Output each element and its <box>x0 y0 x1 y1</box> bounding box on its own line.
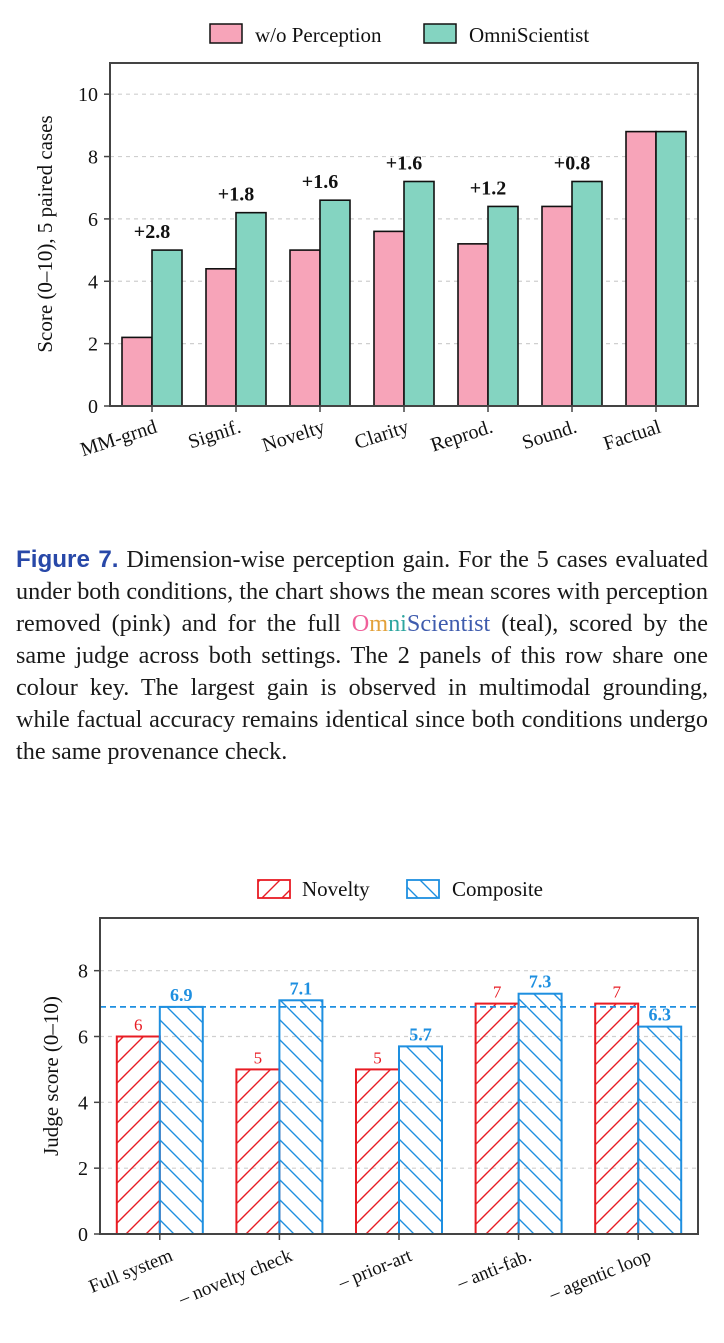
bar-w-o-perception-novelty <box>289 249 321 407</box>
figure-7-caption: Figure 7. Dimension-wise perception gain… <box>16 544 708 768</box>
legend-swatch-novelty <box>257 879 291 899</box>
gain-annotations: +2.8 +1.8 +1.6 +1.6 +1.2 +0.8 <box>134 152 590 243</box>
bar-novelty-full-system <box>115 1035 161 1235</box>
y-tick-label: 8 <box>88 147 98 169</box>
caption-text-before: Dimension-wise perception gain. For the … <box>16 546 708 637</box>
y-tick-label: 0 <box>88 396 98 418</box>
ablation-chart: Novelty Composite 6 6.9 5 7.1 5 5.7 7 7.3 7 6.3 0… <box>39 877 699 1310</box>
bar-w-o-perception-signif <box>205 267 237 407</box>
y-axis-label: Judge score (0–10) <box>39 996 63 1156</box>
bar-omniscientist-reprod <box>487 205 519 407</box>
bar-omniscientist-novelty <box>319 199 351 407</box>
bar-omniscientist-factual <box>655 130 687 407</box>
caption-text-after: (teal), scored by the same judge across … <box>16 610 709 765</box>
bar-omniscientist-mm-grnd <box>151 249 183 407</box>
y-tick-label: 4 <box>78 1092 88 1114</box>
bar-omniscientist-sound <box>571 180 603 407</box>
brand-letters-ni: ni <box>388 610 407 637</box>
gain-label-clarity: +1.6 <box>386 152 422 174</box>
y-tick-label: 2 <box>78 1158 88 1180</box>
brand-word-scientist: Scientist <box>406 610 491 637</box>
legend: Novelty Composite <box>257 877 543 901</box>
legend: w/o Perception OmniScientist <box>209 23 589 47</box>
bars <box>115 992 683 1235</box>
bar-w-o-perception-clarity <box>373 230 405 407</box>
perception-gain-chart: w/o Perception OmniScientist +2.8 +1.8 +1.… <box>33 23 699 461</box>
x-tick-label-reprod: Reprod. <box>428 416 496 457</box>
gain-label-mm-grnd: +2.8 <box>134 221 170 243</box>
bar-composite-prior-art <box>398 1045 443 1235</box>
gain-label-signif: +1.8 <box>218 184 254 206</box>
bar-omniscientist-signif <box>235 211 267 407</box>
figure-label: Figure 7. <box>16 546 119 573</box>
bars <box>121 130 687 407</box>
y-tick-label: 6 <box>78 1027 88 1049</box>
legend-swatch-composite <box>406 879 440 899</box>
x-axis-ticks: MM-grnd Signif. Novelty Clarity Reprod. Sound… <box>78 406 664 461</box>
y-tick-label: 6 <box>88 209 98 231</box>
value-label-composite-prior-art: 5.7 <box>409 1024 432 1044</box>
x-tick-label-factual: Factual <box>601 416 664 455</box>
value-label-novelty-prior-art: 5 <box>373 1048 382 1067</box>
bar-composite-anti-fab <box>517 992 563 1235</box>
x-axis-ticks: Full system – novelty check – prior-art – a… <box>86 1234 654 1310</box>
bar-w-o-perception-factual <box>625 130 657 407</box>
x-tick-label-mm-grnd: MM-grnd <box>78 416 160 461</box>
x-tick-label-clarity: Clarity <box>352 416 412 454</box>
bar-composite-full-system <box>158 1005 204 1235</box>
y-axis-ticks: 0 2 4 6 8 <box>78 961 100 1246</box>
bar-omniscientist-clarity <box>403 180 435 407</box>
bar-composite-novelty-check <box>278 999 324 1235</box>
bar-composite-agentic-loop <box>637 1025 683 1235</box>
y-tick-label: 4 <box>88 271 98 293</box>
legend-swatch-without-perception <box>209 23 243 44</box>
x-tick-label-agentic-loop: – agentic loop <box>545 1245 654 1305</box>
brand-letter-m: m <box>369 610 389 637</box>
value-label-novelty-agentic-loop: 7 <box>612 983 621 1002</box>
x-tick-label-full-system: Full system <box>86 1245 176 1298</box>
gain-label-novelty: +1.6 <box>302 171 338 193</box>
value-label-novelty-anti-fab: 7 <box>493 983 502 1002</box>
value-label-composite-agentic-loop: 6.3 <box>648 1005 671 1025</box>
legend-label-novelty: Novelty <box>302 877 370 901</box>
gain-label-sound: +0.8 <box>554 152 590 174</box>
bar-novelty-novelty-check <box>235 1068 281 1235</box>
legend-label-without-perception: w/o Perception <box>255 23 382 47</box>
y-tick-label: 10 <box>78 84 98 106</box>
value-label-composite-anti-fab: 7.3 <box>529 972 552 992</box>
bar-novelty-prior-art <box>355 1068 400 1235</box>
bar-value-labels: 6 6.9 5 7.1 5 5.7 7 7.3 7 6.3 <box>134 972 671 1068</box>
legend-swatch-omniscientist <box>423 23 457 44</box>
value-label-novelty-novelty-check: 5 <box>254 1048 263 1067</box>
value-label-composite-full-system: 6.9 <box>170 985 193 1005</box>
x-tick-label-signif: Signif. <box>185 416 243 454</box>
value-label-composite-novelty-check: 7.1 <box>290 978 313 998</box>
x-tick-label-novelty: Novelty <box>259 416 327 457</box>
legend-label-omniscientist: OmniScientist <box>469 23 589 47</box>
legend-label-composite: Composite <box>452 877 543 901</box>
y-tick-label: 2 <box>88 334 98 356</box>
bar-novelty-agentic-loop <box>594 1002 640 1235</box>
y-tick-label: 8 <box>78 961 88 983</box>
x-tick-label-sound: Sound. <box>519 416 579 454</box>
y-axis-ticks: 0 2 4 6 8 10 <box>78 84 110 418</box>
bar-w-o-perception-mm-grnd <box>121 336 153 407</box>
gain-label-reprod: +1.2 <box>470 177 506 199</box>
y-tick-label: 0 <box>78 1224 88 1246</box>
x-tick-label-prior-art: – prior-art <box>335 1245 416 1294</box>
brand-letter-o: O <box>351 610 370 637</box>
bar-w-o-perception-reprod <box>457 243 489 407</box>
value-label-novelty-full-system: 6 <box>134 1016 143 1035</box>
x-tick-label-novelty-check: – novelty check <box>175 1245 296 1310</box>
bar-novelty-anti-fab <box>474 1002 520 1235</box>
x-tick-label-anti-fab: – anti-fab. <box>453 1245 534 1294</box>
bar-w-o-perception-sound <box>541 205 573 407</box>
y-axis-label: Score (0–10), 5 paired cases <box>33 115 57 352</box>
